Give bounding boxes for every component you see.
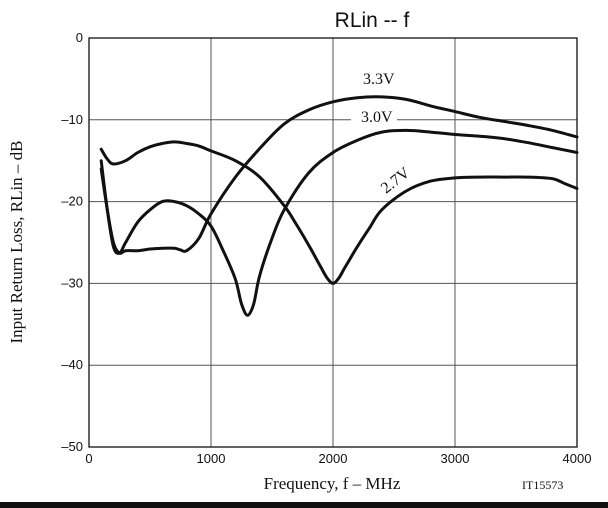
y-tick-label: –40: [61, 357, 83, 372]
chart-title: RLin -- f: [335, 9, 410, 32]
bottom-rule: [0, 502, 608, 508]
series-label-2-7v: 2.7V: [378, 164, 414, 197]
series-label-3-0v: 3.0V: [361, 109, 393, 126]
grid-lines: [89, 38, 577, 447]
series-line-1: [99, 128, 579, 317]
x-tick-label: 2000: [319, 451, 348, 466]
y-tick-label: 0: [76, 30, 83, 45]
series-label-3-3v: 3.3V: [363, 71, 395, 88]
series-line-2: [99, 140, 579, 285]
x-tick-label: 4000: [563, 451, 592, 466]
x-tick-labels: 0 1000 2000 3000 4000: [85, 451, 591, 466]
y-tick-label: –10: [61, 112, 83, 127]
y-axis-label: Input Return Loss, RLin – dB: [7, 140, 26, 343]
series-label-3-0v-group: 3.0V: [351, 107, 397, 126]
series-line-0: [99, 95, 579, 255]
x-tick-label: 0: [85, 451, 92, 466]
plot-frame: [88, 37, 578, 448]
x-axis-label: Frequency, f – MHz: [264, 474, 401, 493]
figure-code: IT15573: [522, 478, 563, 492]
y-tick-label: –50: [61, 439, 83, 454]
y-tick-label: –30: [61, 275, 83, 290]
series-lines: [99, 95, 579, 317]
y-tick-labels: 0 –10 –20 –30 –40 –50: [61, 30, 83, 454]
y-tick-label: –20: [61, 194, 83, 209]
x-tick-label: 1000: [197, 451, 226, 466]
series-label-3-0v-backdrop: [351, 107, 397, 125]
x-tick-label: 3000: [441, 451, 470, 466]
